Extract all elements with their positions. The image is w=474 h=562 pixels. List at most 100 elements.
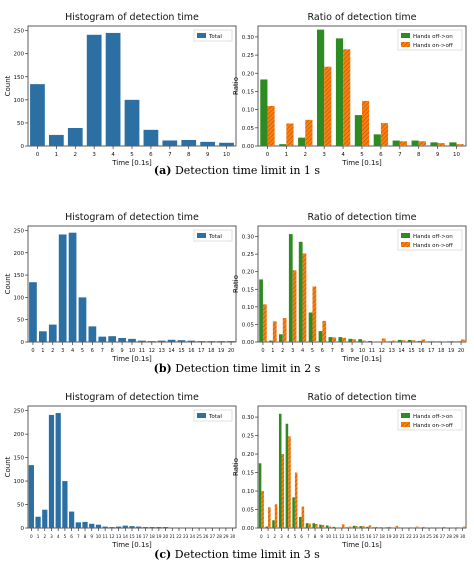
bar-total-7 [98, 336, 107, 342]
bar-total-2 [48, 324, 57, 342]
x-tick-label: 0 [30, 534, 33, 539]
x-tick-label: 28 [447, 534, 453, 539]
legend-box [193, 29, 233, 42]
bar-off-on-2 [278, 334, 283, 342]
x-tick-label: 14 [398, 348, 404, 354]
y-tick-label: 250 [14, 228, 25, 234]
bar-total-12 [147, 341, 156, 342]
bar-off-on-3 [278, 413, 282, 528]
legend-box [193, 229, 233, 242]
bar-total-1 [48, 134, 64, 146]
y-tick-label: 0.30 [242, 415, 255, 421]
bar-off-on-15 [407, 339, 412, 342]
legend-swatch-total [197, 413, 206, 418]
x-tick-label: 19 [448, 348, 454, 354]
bar-on-off-5 [294, 472, 298, 528]
x-tick-label: 2 [281, 348, 284, 354]
x-tick-label: 22 [406, 534, 412, 539]
y-tick-label: 0 [21, 144, 25, 150]
x-tick-label: 5 [360, 152, 364, 158]
y-tick-label: 200 [14, 251, 25, 257]
bar-off-on-4 [298, 241, 303, 342]
legend-swatch-off-on [401, 233, 410, 238]
x-tick-label: 6 [321, 348, 324, 354]
bar-total-14 [167, 339, 176, 342]
bar-off-on-7 [305, 523, 309, 528]
x-tick-label: 10 [129, 348, 135, 354]
bar-total-10 [219, 142, 234, 146]
x-tick-label: 11 [369, 348, 375, 354]
bar-total-9 [200, 141, 216, 146]
bar-off-on-15 [359, 526, 362, 528]
bar-off-on-0 [258, 463, 262, 528]
legend-label-total: Total [208, 234, 222, 240]
x-tick-label: 15 [359, 534, 365, 539]
bar-on-off-25 [429, 527, 432, 528]
y-tick-label: 0.20 [242, 452, 255, 458]
x-tick-label: 29 [223, 534, 229, 539]
x-tick-label: 15 [408, 348, 414, 354]
bar-off-on-5 [354, 115, 362, 146]
x-tick-label: 2 [51, 348, 54, 354]
bar-on-off-3 [292, 270, 297, 342]
y-tick-label: 250 [14, 29, 25, 35]
bar-on-off-8 [418, 141, 426, 146]
bar-on-off-17 [431, 340, 436, 342]
x-tick-label: 13 [389, 348, 395, 354]
bar-on-off-16 [421, 339, 426, 342]
x-axis-label: Time [0.1s] [341, 355, 382, 363]
legend-label-total: Total [208, 34, 222, 40]
bar-total-15 [129, 526, 135, 528]
y-tick-label: 0.00 [242, 340, 255, 346]
x-tick-label: 13 [159, 348, 165, 354]
bar-off-on-4 [285, 423, 289, 528]
bar-on-off-9 [352, 339, 356, 342]
bar-on-off-6 [380, 123, 389, 146]
chart-title: Ratio of detection time [308, 12, 417, 23]
bar-on-off-13 [348, 526, 352, 528]
x-tick-label: 7 [168, 152, 172, 158]
x-tick-label: 5 [311, 348, 314, 354]
bar-on-off-2 [282, 318, 287, 342]
bar-on-off-17 [375, 526, 378, 528]
x-tick-label: 1 [41, 348, 44, 354]
bar-total-5 [124, 99, 140, 146]
x-tick-label: 13 [116, 534, 122, 539]
x-tick-label: 1 [271, 348, 274, 354]
y-tick-label: 150 [14, 456, 25, 462]
bar-total-19 [156, 527, 162, 528]
y-tick-label: 0.15 [242, 471, 255, 477]
bar-on-off-3 [324, 66, 332, 146]
chart-panel-5: Histogram of detection time0501001502002… [4, 392, 237, 549]
bar-on-off-1 [268, 507, 271, 528]
bar-off-on-19 [447, 341, 452, 342]
bar-on-off-26 [435, 527, 439, 528]
x-tick-label: 14 [123, 534, 129, 539]
chart-panel-4: Ratio of detection time 0.00 0.05 0.10 0.15 0… [232, 212, 467, 363]
bar-off-on-18 [379, 527, 383, 528]
bar-total-3 [48, 414, 55, 528]
bar-total-17 [142, 527, 149, 528]
legend-swatch-on-off [401, 242, 410, 247]
bar-off-on-20 [457, 341, 462, 342]
x-tick-label: 4 [341, 152, 345, 158]
bar-total-0 [30, 84, 45, 146]
x-tick-label: 25 [426, 534, 432, 539]
bar-on-off-9 [437, 143, 445, 146]
bar-off-on-3 [316, 29, 325, 146]
chart-panel-3: Histogram of detection time0501001502002… [4, 212, 237, 363]
bar-off-on-13 [346, 527, 349, 528]
caption-b-label: (b) [153, 362, 172, 375]
bar-on-off-14 [355, 526, 358, 528]
x-tick-label: 13 [346, 534, 352, 539]
x-tick-label: 2 [304, 152, 308, 158]
y-tick-label: 0.00 [242, 144, 255, 150]
bar-total-5 [78, 297, 87, 342]
bar-total-6 [143, 129, 159, 146]
legend-label-off-on: Hands off->on [413, 34, 453, 40]
x-tick-label: 0 [31, 348, 34, 354]
bar-total-14 [122, 525, 128, 528]
bar-on-off-15 [411, 340, 416, 342]
bar-total-3 [58, 234, 67, 342]
